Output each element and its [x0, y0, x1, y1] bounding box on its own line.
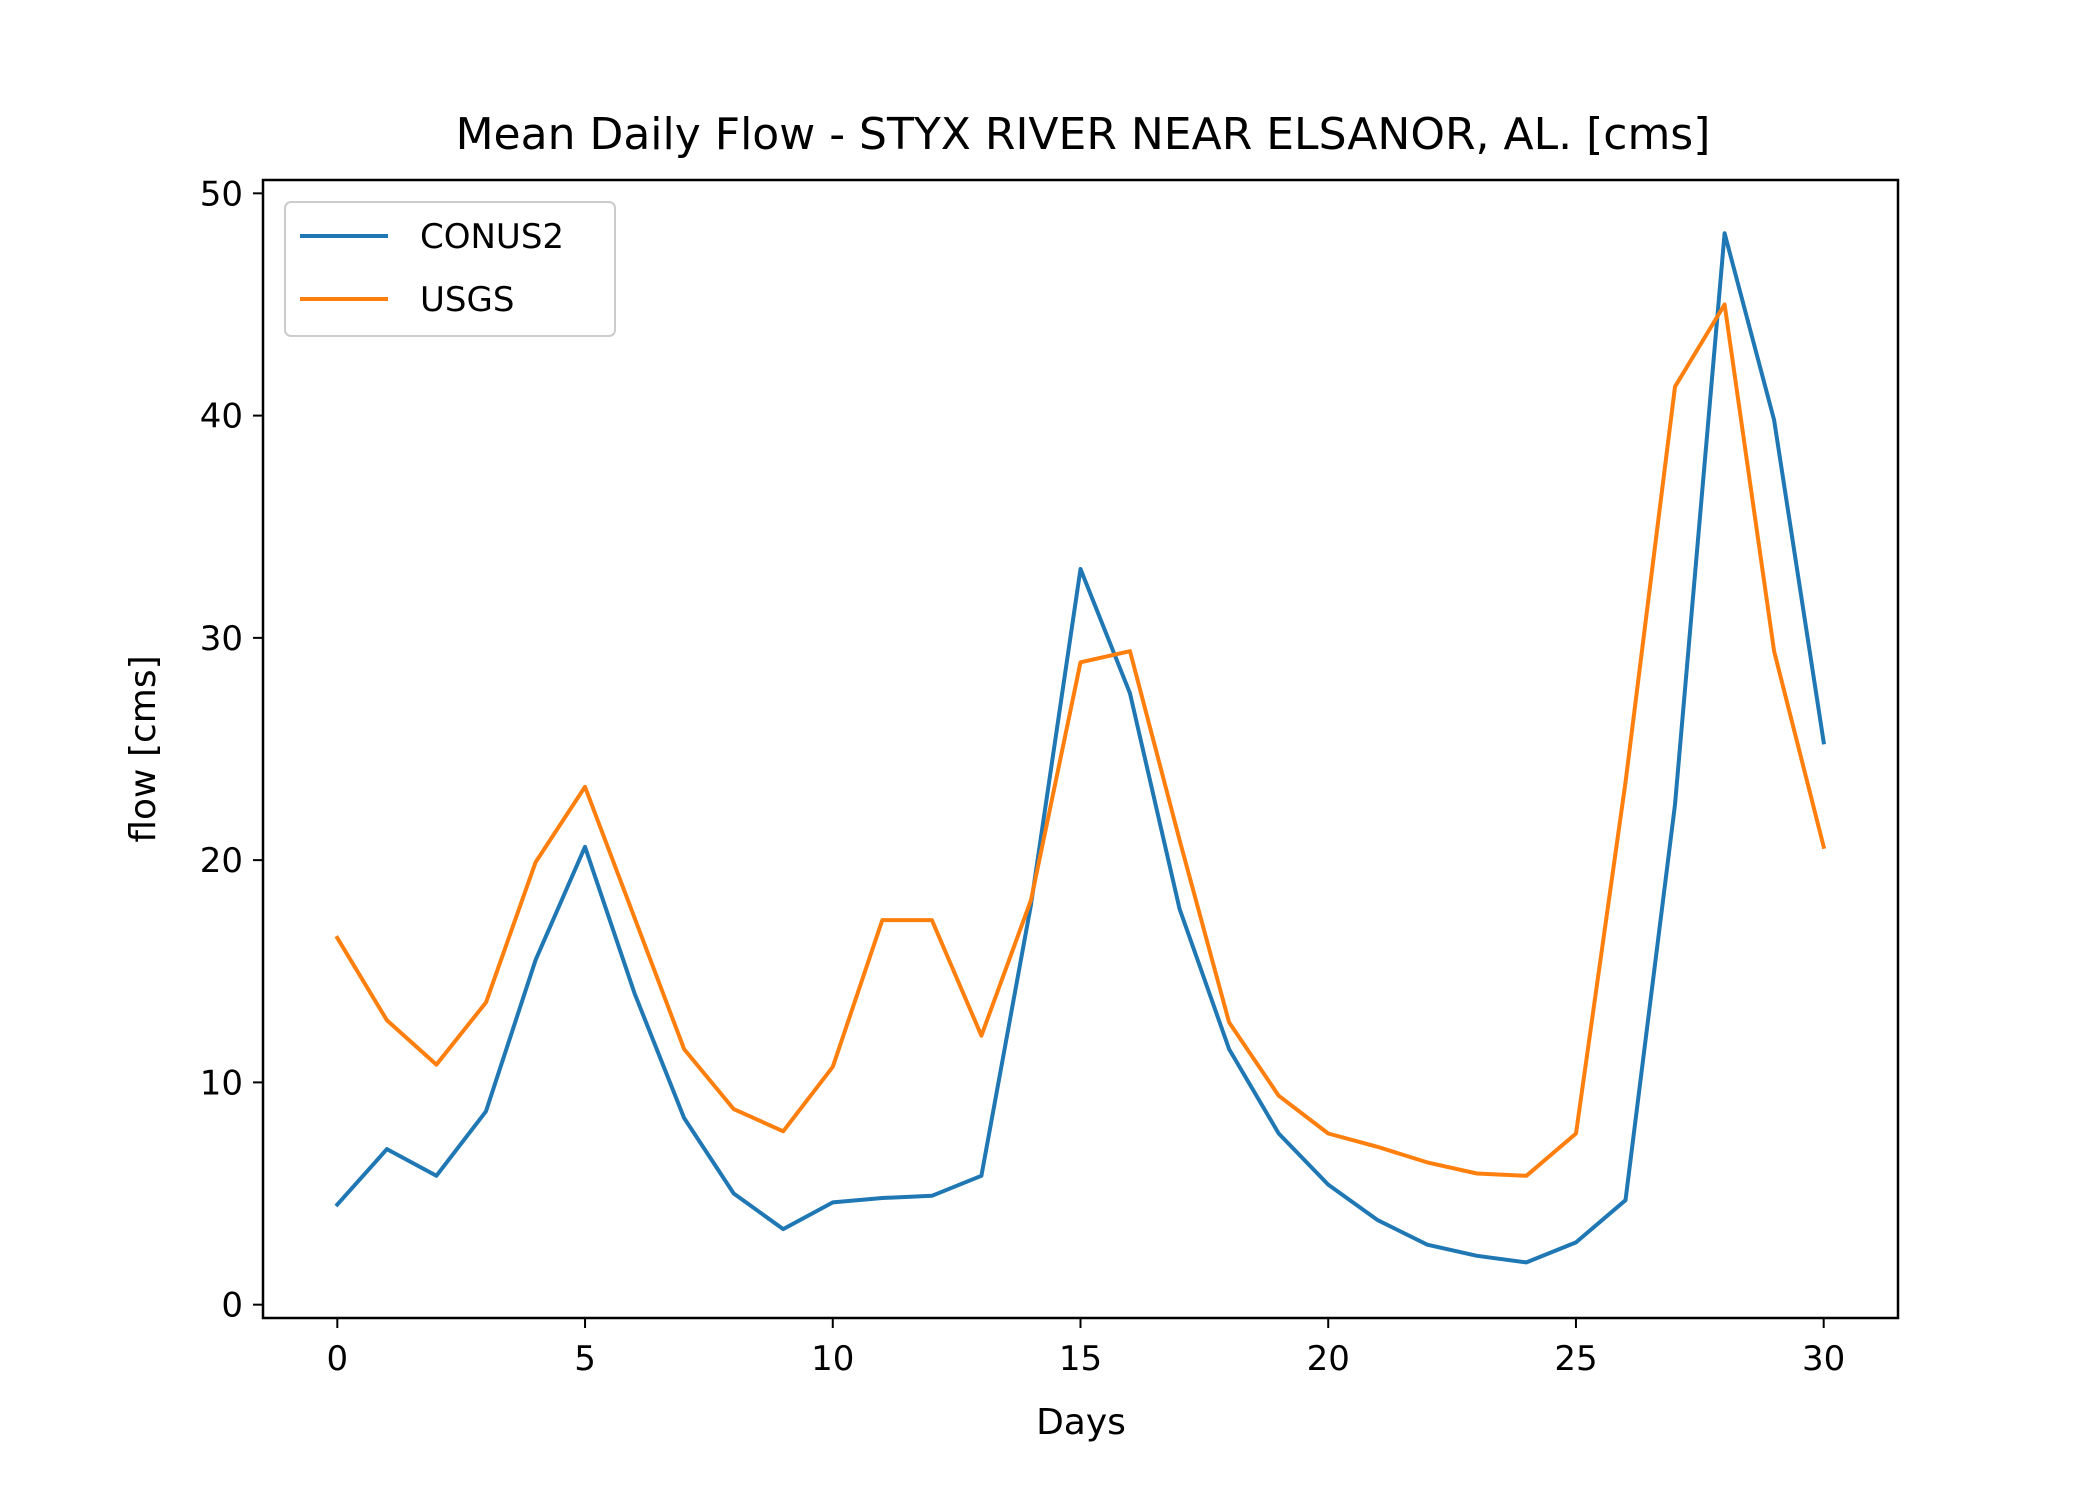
- y-tick-label: 50: [200, 174, 243, 214]
- x-tick-label: 20: [1307, 1339, 1350, 1379]
- x-tick-label: 15: [1059, 1339, 1102, 1379]
- x-axis-label: Days: [1036, 1402, 1126, 1443]
- series-line-usgs: [334, 302, 1827, 1178]
- x-tick-label: 0: [326, 1339, 348, 1379]
- x-tick-label: 5: [574, 1339, 596, 1379]
- legend-label-conus2: CONUS2: [420, 217, 564, 257]
- y-tick-label: 30: [200, 619, 243, 659]
- x-tick-label: 25: [1554, 1339, 1597, 1379]
- series-line-conus2: [334, 231, 1826, 1265]
- chart-title: Mean Daily Flow - STYX RIVER NEAR ELSANO…: [456, 109, 1711, 160]
- legend-label-usgs: USGS: [420, 280, 514, 320]
- y-tick-label: 20: [200, 841, 243, 881]
- y-tick-label: 40: [200, 397, 243, 437]
- x-tick-label: 30: [1802, 1339, 1845, 1379]
- y-axis-label: flow [cms]: [123, 655, 164, 842]
- x-tick-label: 10: [811, 1339, 854, 1379]
- y-tick-label: 10: [200, 1063, 243, 1103]
- y-tick-label: 0: [221, 1286, 243, 1326]
